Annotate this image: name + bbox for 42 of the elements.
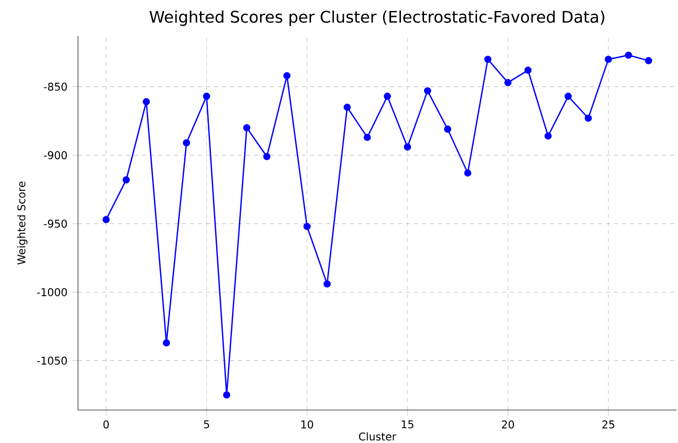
y-tick-label: -950 xyxy=(44,220,67,228)
point xyxy=(644,57,652,64)
point xyxy=(283,72,291,80)
x-axis-title: Cluster xyxy=(359,432,396,441)
y-tick-label: -850 xyxy=(44,82,67,91)
point xyxy=(544,132,552,140)
point xyxy=(324,280,331,288)
x-tick-label: 5 xyxy=(204,420,210,428)
point xyxy=(162,339,170,346)
y-tick-label: -1000 xyxy=(37,288,67,296)
point xyxy=(464,169,472,177)
point xyxy=(484,56,492,63)
y-axis-title: Weighted Score xyxy=(17,182,28,265)
point xyxy=(142,98,150,106)
point xyxy=(604,56,612,63)
point xyxy=(344,104,351,111)
x-tick-label: 0 xyxy=(103,420,109,428)
point xyxy=(263,152,270,160)
point xyxy=(122,176,130,184)
x-tick-label: 15 xyxy=(402,420,414,428)
x-tick-label: 25 xyxy=(602,420,614,428)
y-tick-label: -1050 xyxy=(37,356,67,365)
x-tick-label: 20 xyxy=(502,420,514,428)
point xyxy=(223,391,230,399)
point xyxy=(424,87,432,94)
point xyxy=(182,139,190,146)
point xyxy=(102,216,110,224)
x-tick-label: 10 xyxy=(301,420,314,428)
point xyxy=(243,124,250,132)
point xyxy=(524,66,532,74)
point xyxy=(303,222,311,230)
point xyxy=(384,92,391,100)
chart-title: Weighted Scores per Cluster (Electrostatic-Favored Data) xyxy=(150,10,604,26)
point xyxy=(364,134,371,141)
point xyxy=(504,78,512,86)
point xyxy=(624,52,632,59)
point xyxy=(584,114,592,122)
point xyxy=(444,126,452,133)
point xyxy=(202,92,210,100)
point xyxy=(564,92,572,100)
y-tick-label: -900 xyxy=(44,151,67,160)
point xyxy=(404,143,412,151)
